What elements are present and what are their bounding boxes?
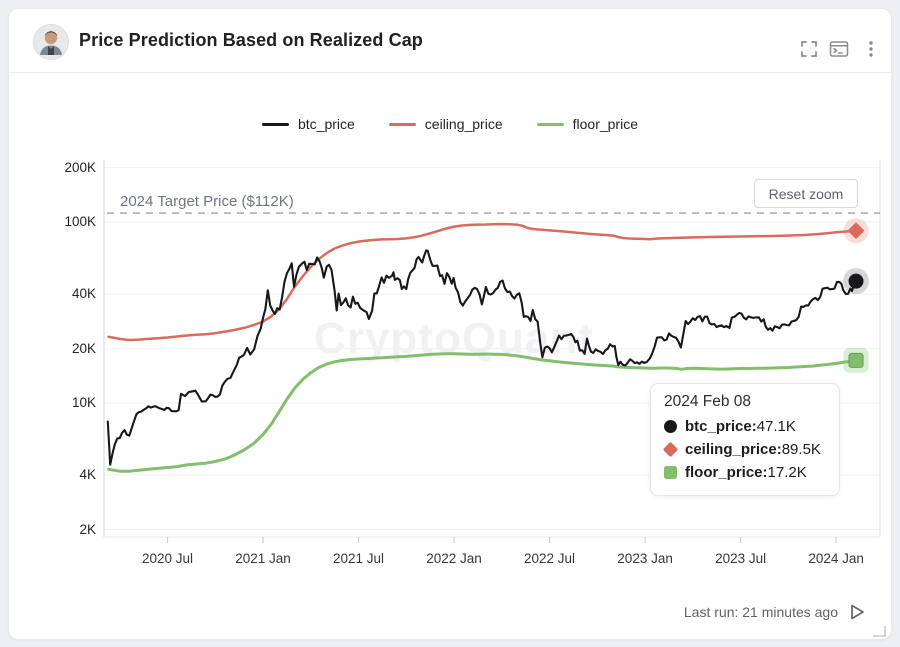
tooltip-date: 2024 Feb 08 [664,393,752,410]
tooltip-row-floor-price: floor_price 17.2K [664,461,826,484]
series-path-btc_price [106,249,858,466]
avatar-image [34,25,68,59]
chart-tooltip: 2024 Feb 08 btc_price 47.1K ceiling_pric… [650,383,840,496]
console-icon[interactable] [829,39,849,59]
legend-label: floor_price [572,116,638,132]
red-diamond-marker-icon [662,441,679,458]
tooltip-series-label: btc_price [685,418,757,435]
legend-item-ceiling-price[interactable]: ceiling_price [388,116,503,132]
tooltip-row-btc-price: btc_price 47.1K [664,415,826,438]
fullscreen-icon[interactable] [799,39,819,59]
page-title: Price Prediction Based on Realized Cap [79,30,423,50]
ceiling-end-marker-diamond [848,222,864,239]
widget-header: Price Prediction Based on Realized Cap [9,9,891,73]
green-square-marker-icon [664,466,677,479]
btc-end-marker-circle [848,273,864,289]
series-path-ceiling_price [107,222,858,342]
tooltip-series-label: ceiling_price [685,441,782,458]
legend-label: btc_price [297,116,355,132]
floor-price-line-swatch [536,122,564,126]
ceiling-price-line-swatch [388,122,416,126]
author-avatar [33,24,69,60]
btc-price-line-swatch [261,122,289,126]
kebab-menu-icon[interactable] [861,39,881,59]
tooltip-series-value: 89.5K [781,441,821,458]
tooltip-series-value: 47.1K [756,418,796,435]
floor-end-marker-square [848,352,864,368]
chart-legend: btc_price ceiling_price floor_price [0,116,900,132]
legend-item-floor-price[interactable]: floor_price [536,116,638,132]
tooltip-row-ceiling-price: ceiling_price 89.5K [662,438,826,461]
target-price-annotation: 2024 Target Price ($112K) [120,193,294,210]
black-circle-marker-icon [664,420,677,433]
legend-item-btc-price[interactable]: btc_price [261,116,355,132]
resize-corner-icon[interactable] [872,624,886,637]
chart-card [8,8,892,640]
tooltip-series-value: 17.2K [767,464,807,481]
last-run-status: Last run: 21 minutes ago [683,604,838,620]
legend-label: ceiling_price [424,116,503,132]
reset-zoom-button[interactable]: Reset zoom [754,179,858,208]
series-path-floor_price [107,352,858,473]
play-icon[interactable] [847,602,867,622]
tooltip-series-label: floor_price [685,464,768,481]
